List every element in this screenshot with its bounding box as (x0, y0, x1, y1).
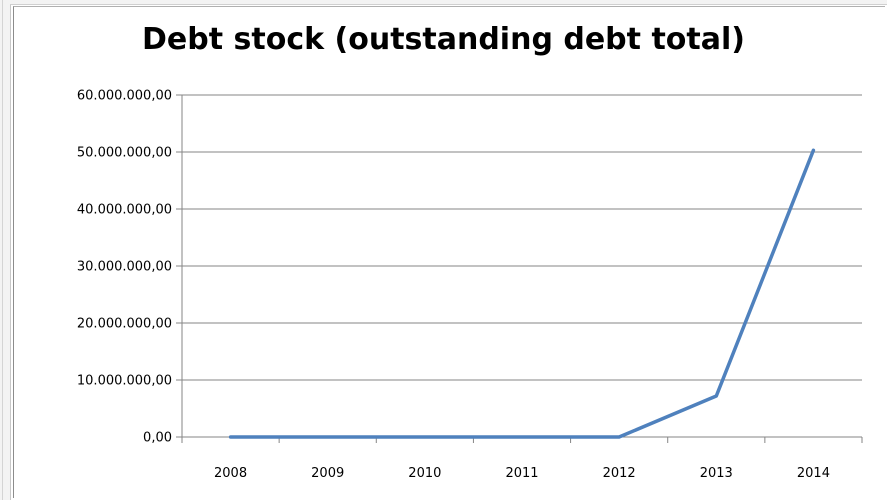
x-tick-label: 2014 (797, 466, 830, 481)
y-axis-tick-labels: 0,00 10.000.000,00 20.000.000,00 30.000.000… (77, 89, 172, 446)
chart-area[interactable] (13, 6, 885, 498)
x-tick-label: 2010 (408, 466, 441, 481)
chart-title: Debt stock (outstanding debt total) (142, 22, 745, 57)
sheet-left-edge (0, 0, 11, 500)
x-tick-label: 2013 (700, 466, 733, 481)
x-axis-tick-labels: 2008 2009 2010 2011 2012 2013 2014 (214, 466, 830, 481)
y-tick-label: 60.000.000,00 (77, 89, 172, 104)
gridlines (182, 94, 862, 381)
sheet-top-edge (10, 0, 887, 5)
x-tick-label: 2008 (214, 466, 247, 481)
x-tick-label: 2012 (603, 466, 636, 481)
sheet-gridline (2, 0, 3, 500)
y-tick-label: 50.000.000,00 (77, 146, 172, 161)
y-tick-label: 40.000.000,00 (77, 203, 172, 218)
y-tick-label: 0,00 (143, 431, 172, 446)
x-tick-label: 2009 (311, 466, 344, 481)
y-tick-label: 20.000.000,00 (77, 317, 172, 332)
axes (176, 94, 863, 443)
x-tick-label: 2011 (505, 466, 538, 481)
y-tick-label: 30.000.000,00 (77, 260, 172, 275)
series-group (228, 148, 816, 439)
series-line (228, 148, 816, 439)
y-tick-label: 10.000.000,00 (77, 374, 172, 389)
